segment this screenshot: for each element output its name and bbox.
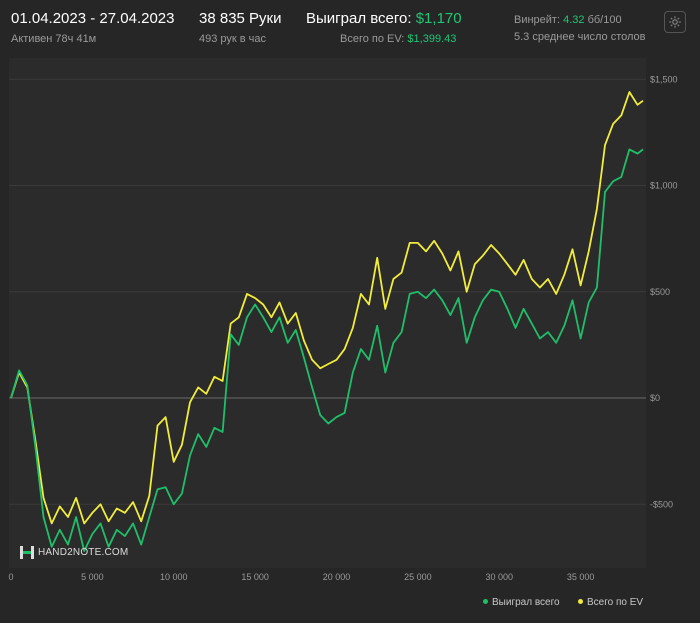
y-tick-label: $1,000 xyxy=(650,181,678,191)
winrate: Винрейт: 4.32 бб/100 xyxy=(514,14,622,26)
x-tick-label: 25 000 xyxy=(404,572,432,582)
legend-won-label: Выиграл всего xyxy=(492,597,560,608)
y-tick-label: $500 xyxy=(650,287,670,297)
won-total: Выиграл всего: $1,170 xyxy=(306,10,462,27)
winrate-label: Винрейт: xyxy=(514,14,561,26)
legend-item-ev[interactable]: Всего по EV xyxy=(578,597,643,608)
grid-lines xyxy=(9,78,646,505)
y-tick-label: $0 xyxy=(650,393,660,403)
active-time: Активен 78ч 41м xyxy=(11,33,97,45)
profit-chart: -$500 $0 $500 $1,000 $1,500 0 5 000 10 000 15 0… xyxy=(8,58,678,582)
x-tick-label: 5 000 xyxy=(81,572,104,582)
x-tick-label: 0 xyxy=(8,572,13,582)
legend-ev-dot xyxy=(578,598,583,604)
ev-total-value: $1,399.43 xyxy=(407,33,457,45)
legend-won-dot xyxy=(483,598,488,604)
logo-text: HAND2NOTE.COM xyxy=(38,547,129,559)
x-tick-label: 15 000 xyxy=(241,572,269,582)
won-total-label: Выиграл всего: xyxy=(306,10,412,27)
winrate-value: 4.32 xyxy=(563,14,585,26)
legend-item-won[interactable]: Выиграл всего xyxy=(483,597,560,608)
plot-area xyxy=(9,58,646,568)
winrate-unit: бб/100 xyxy=(587,14,622,26)
y-axis-ticks: -$500 $0 $500 $1,000 $1,500 xyxy=(650,74,678,509)
logo-mark-icon xyxy=(20,546,34,559)
series-line-ev xyxy=(10,91,644,525)
x-tick-label: 20 000 xyxy=(323,572,351,582)
won-total-value: $1,170 xyxy=(415,10,462,27)
series-line-won xyxy=(10,148,644,552)
stats-header: 01.04.2023 - 27.04.2023 Активен 78ч 41м … xyxy=(0,0,700,56)
legend-ev-label: Всего по EV xyxy=(587,597,644,608)
series-lines xyxy=(10,91,644,552)
ev-total-label: Всего по EV: xyxy=(340,33,405,45)
y-tick-label: $1,500 xyxy=(650,74,678,84)
x-axis-ticks: 0 5 000 10 000 15 000 20 000 25 000 30 000 35 0… xyxy=(8,572,594,582)
x-tick-label: 30 000 xyxy=(485,572,513,582)
avg-tables: 5.3 среднее число столов xyxy=(514,31,646,43)
date-range[interactable]: 01.04.2023 - 27.04.2023 xyxy=(11,10,175,27)
gear-icon xyxy=(669,16,681,28)
hands-count: 38 835 Руки xyxy=(199,10,282,27)
hands-per-hour: 493 рук в час xyxy=(199,33,267,45)
ev-total: Всего по EV: $1,399.43 xyxy=(340,33,456,45)
settings-button[interactable] xyxy=(664,11,686,33)
y-tick-label: -$500 xyxy=(650,499,673,509)
x-tick-label: 35 000 xyxy=(567,572,595,582)
x-tick-label: 10 000 xyxy=(160,572,188,582)
hand2note-logo: HAND2NOTE.COM xyxy=(20,546,128,559)
